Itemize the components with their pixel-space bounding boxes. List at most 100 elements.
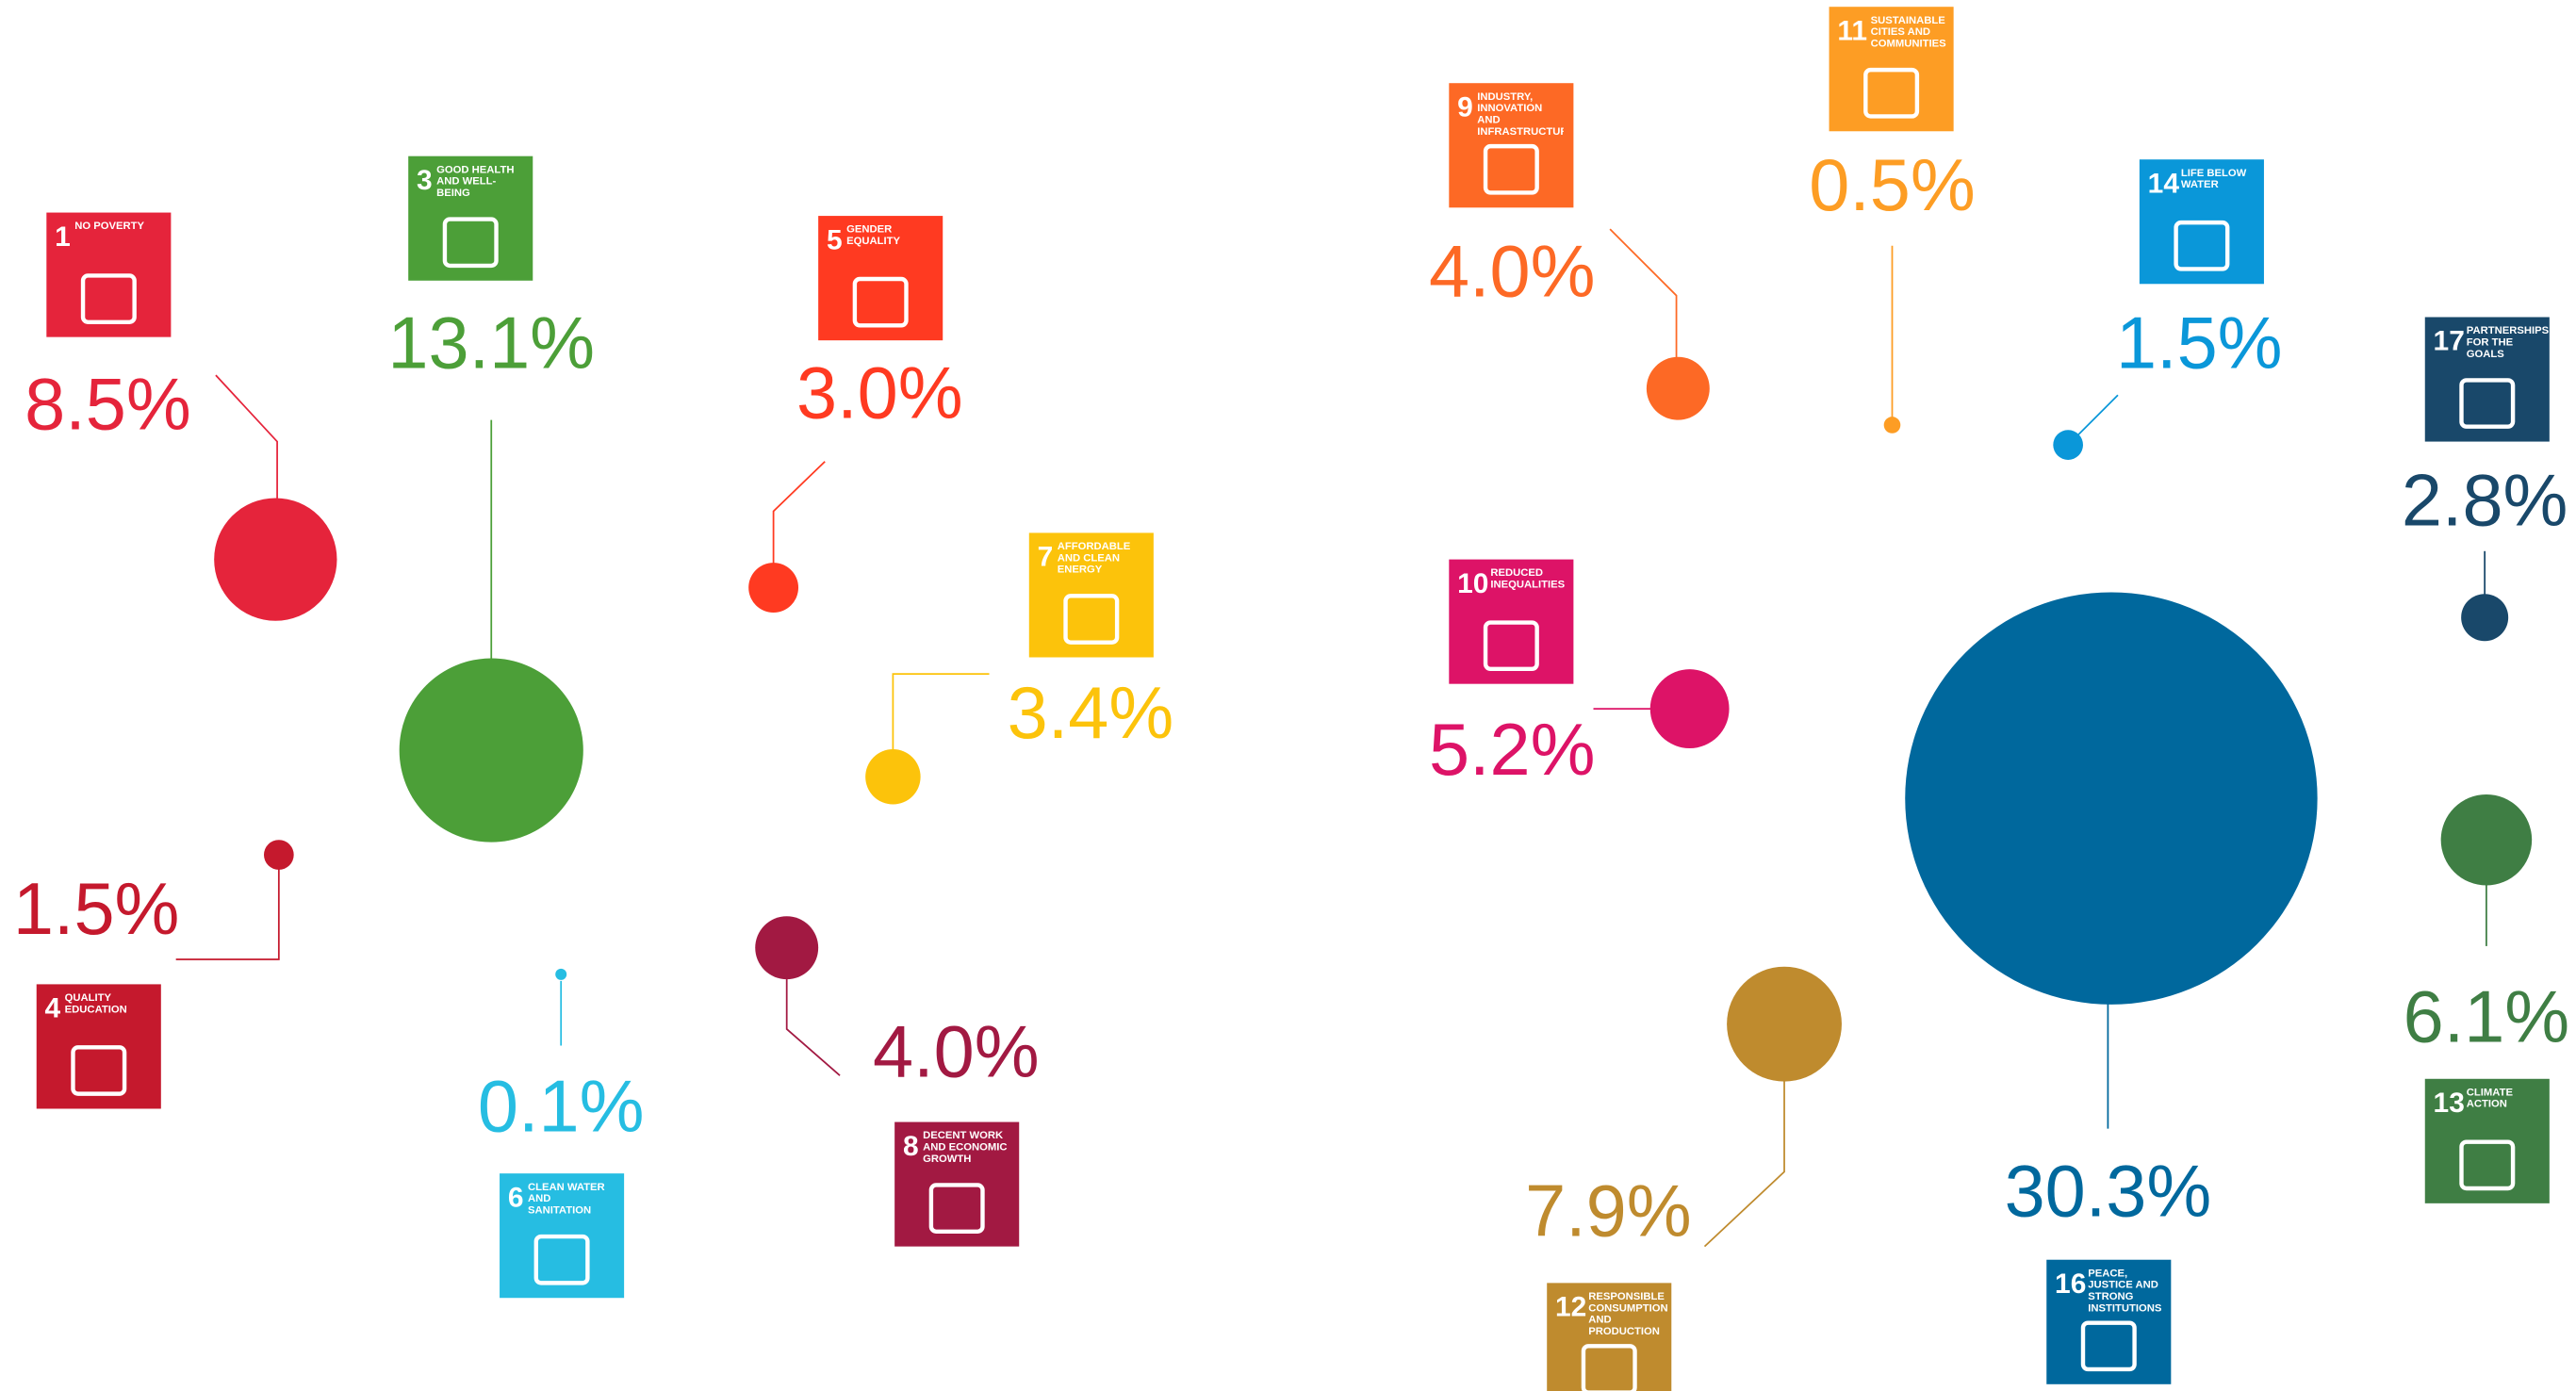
goal-title-box: GOOD HEALTH AND WELL-BEING	[436, 164, 515, 200]
sdg-icon: 17 PARTNERSHIPS FOR THE GOALS	[2424, 317, 2550, 442]
sdg-icon: 8 DECENT WORK AND ECONOMIC GROWTH	[894, 1121, 1020, 1247]
bubble	[1646, 356, 1710, 420]
connector	[785, 975, 841, 1076]
goal-title-box: PARTNERSHIPS FOR THE GOALS	[2466, 325, 2550, 361]
icon-glyph	[1581, 1344, 1637, 1391]
icon-glyph	[2459, 378, 2516, 429]
value-label: 4.0%	[873, 1011, 1040, 1092]
connector	[215, 374, 278, 501]
goal-title: CLIMATE ACTION	[2466, 1087, 2513, 1111]
icon-glyph	[1483, 620, 1539, 672]
goal-number: 14	[2148, 168, 2180, 199]
goal-title-box: SUSTAINABLE CITIES AND COMMUNITIES	[1870, 15, 1946, 51]
goal-number: 3	[417, 165, 433, 196]
icon-glyph	[80, 273, 137, 324]
bubble	[755, 916, 819, 980]
goal-number: 5	[827, 224, 843, 255]
goal-number: 4	[45, 993, 61, 1024]
sdg-icon: 14 LIFE BELOW WATER	[2139, 159, 2264, 285]
goal-number: 17	[2434, 326, 2465, 357]
goal-number: 6	[508, 1182, 524, 1213]
icon-glyph	[852, 276, 909, 328]
sdg-icon: 1 NO POVERTY	[46, 212, 172, 337]
sdg-icon: 7 AFFORDABLE AND CLEAN ENERGY	[1028, 532, 1154, 658]
value-label: 1.5%	[13, 869, 180, 950]
value-label: 1.5%	[2116, 303, 2283, 384]
bubble	[2440, 794, 2533, 886]
icon-glyph	[71, 1045, 127, 1096]
value-label: 6.1%	[2404, 976, 2570, 1057]
goal-title: NO POVERTY	[74, 221, 145, 233]
icon-background	[1547, 1283, 1672, 1391]
goal-title-box: NO POVERTY	[74, 221, 145, 233]
goal-title-box: REDUCED INEQUALITIES	[1490, 567, 1566, 592]
bubble	[214, 498, 337, 621]
goal-number: 9	[1457, 91, 1473, 123]
bubble	[1727, 966, 1842, 1082]
value-label: 0.5%	[1809, 145, 1976, 226]
goal-title: GOOD HEALTH AND WELL-BEING	[436, 164, 515, 200]
goal-title: AFFORDABLE AND CLEAN ENERGY	[1057, 541, 1131, 577]
goal-title-box: RESPONSIBLE CONSUMPTION AND PRODUCTION	[1588, 1291, 1668, 1338]
goal-number: 16	[2055, 1268, 2086, 1300]
goal-title: CLEAN WATER AND SANITATION	[527, 1181, 605, 1218]
icon-glyph	[1863, 67, 1920, 119]
sdg-icon: 10 REDUCED INEQUALITIES	[1449, 559, 1574, 684]
bubble	[865, 749, 921, 805]
sdg-icon: 4 QUALITY EDUCATION	[36, 984, 161, 1109]
sdg-icon: 12 RESPONSIBLE CONSUMPTION AND PRODUCTION	[1547, 1283, 1672, 1391]
icon-glyph	[442, 217, 499, 269]
goal-title-box: CLEAN WATER AND SANITATION	[527, 1181, 605, 1218]
value-label: 13.1%	[387, 303, 595, 384]
bubble	[1649, 669, 1730, 748]
goal-title: RESPONSIBLE CONSUMPTION AND PRODUCTION	[1588, 1291, 1668, 1338]
icon-glyph	[1063, 594, 1120, 645]
goal-title: SUSTAINABLE CITIES AND COMMUNITIES	[1870, 15, 1946, 51]
goal-title-box: AFFORDABLE AND CLEAN ENERGY	[1057, 541, 1131, 577]
goal-title: PEACE, JUSTICE AND STRONG INSTITUTIONS	[2088, 1268, 2162, 1316]
connector	[1703, 1078, 1785, 1248]
value-label: 5.2%	[1429, 710, 1596, 791]
goal-number: 12	[1555, 1292, 1586, 1323]
connector	[892, 673, 990, 758]
goal-number: 7	[1038, 542, 1054, 573]
sdg-icon: 13 CLIMATE ACTION	[2424, 1078, 2550, 1203]
goal-title-box: CLIMATE ACTION	[2466, 1087, 2513, 1111]
bubble	[1883, 417, 1901, 434]
goal-title-box: GENDER EQUALITY	[846, 224, 900, 248]
bubble	[748, 563, 799, 613]
goal-title: REDUCED INEQUALITIES	[1490, 567, 1566, 592]
bubble	[263, 840, 294, 870]
value-label: 7.9%	[1525, 1170, 1692, 1252]
connector	[1609, 228, 1678, 361]
goal-title-box: PEACE, JUSTICE AND STRONG INSTITUTIONS	[2088, 1268, 2162, 1316]
bubble	[555, 968, 567, 980]
goal-title-box: DECENT WORK AND ECONOMIC GROWTH	[923, 1130, 1008, 1166]
sdg-icon: 11 SUSTAINABLE CITIES AND COMMUNITIES	[1829, 7, 1954, 132]
sdg-icon: 16 PEACE, JUSTICE AND STRONG INSTITUTIONS	[2046, 1259, 2172, 1384]
icon-glyph	[928, 1183, 985, 1234]
goal-title: INDUSTRY, INNOVATION AND INFRASTRUCTURE	[1477, 91, 1564, 139]
goal-number: 10	[1457, 568, 1488, 599]
connector	[772, 461, 826, 568]
sdg-icon: 6 CLEAN WATER AND SANITATION	[500, 1173, 625, 1299]
goal-title: LIFE BELOW WATER	[2180, 168, 2247, 191]
bubble	[399, 658, 583, 843]
bubble	[2053, 430, 2083, 460]
goal-number: 13	[2434, 1088, 2465, 1119]
value-label: 8.5%	[25, 365, 191, 446]
value-label: 3.4%	[1008, 673, 1174, 754]
goal-title: PARTNERSHIPS FOR THE GOALS	[2466, 325, 2550, 361]
goal-number: 1	[55, 221, 71, 253]
goal-number: 11	[1837, 15, 1867, 46]
icon-glyph	[1483, 143, 1539, 195]
goal-title: DECENT WORK AND ECONOMIC GROWTH	[923, 1130, 1008, 1166]
icon-glyph	[2459, 1139, 2516, 1191]
bubble	[2461, 594, 2509, 642]
value-label: 0.1%	[478, 1066, 645, 1147]
icon-glyph	[2174, 220, 2230, 271]
value-label: 4.0%	[1429, 232, 1596, 313]
